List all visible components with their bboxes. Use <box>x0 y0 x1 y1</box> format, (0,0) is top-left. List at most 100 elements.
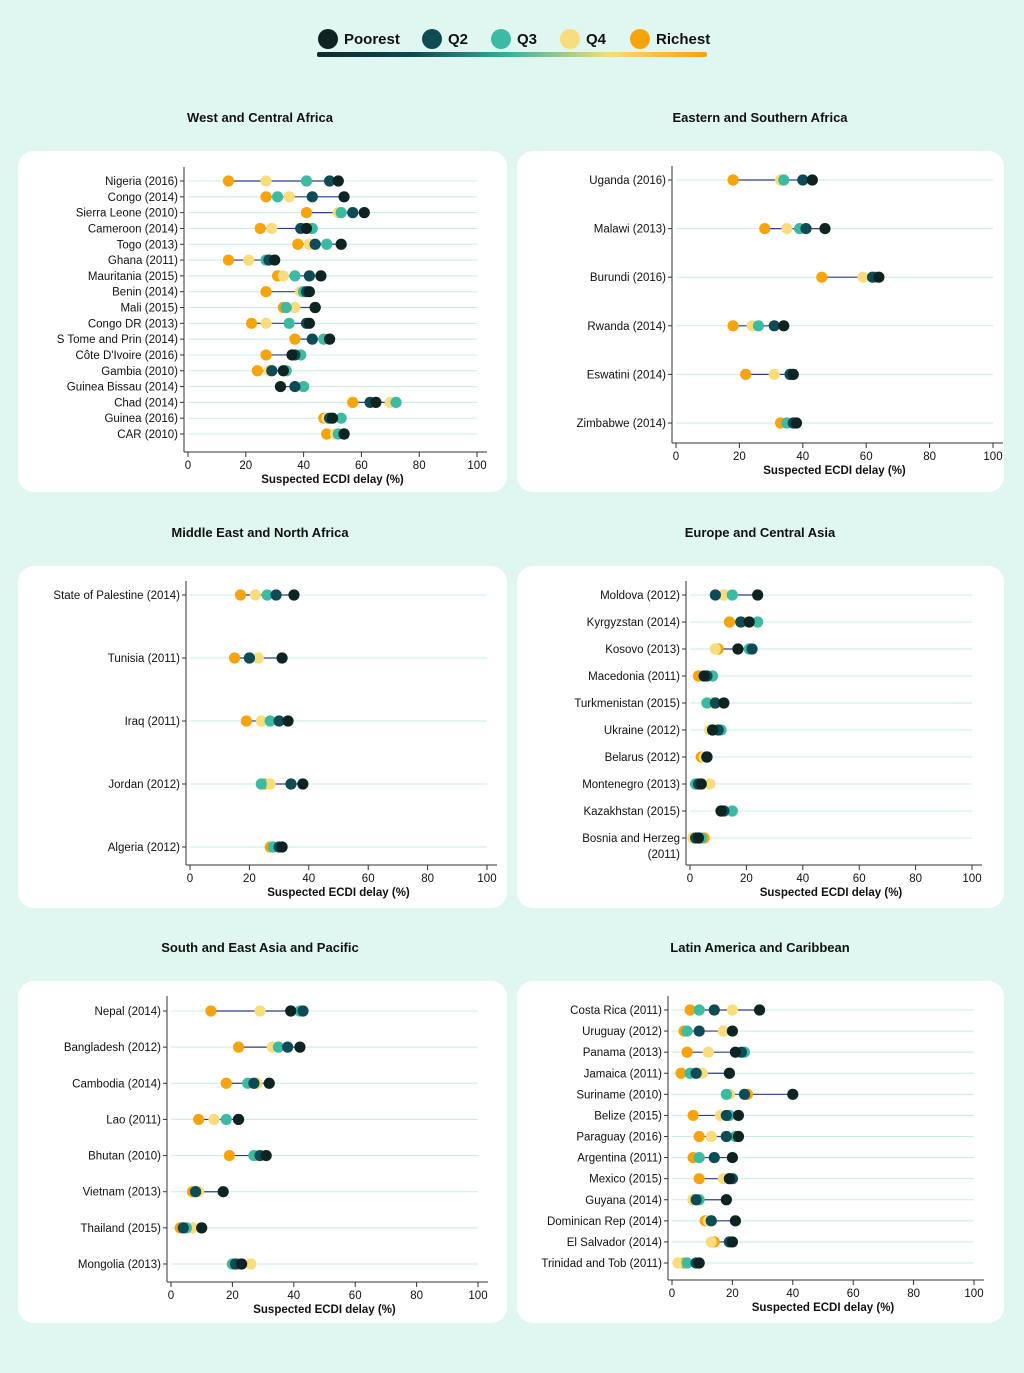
data-point-q4 <box>672 1257 684 1269</box>
chart-panel-west-central-africa: Nigeria (2016) Congo (2014) Sierra Leone (… <box>18 151 507 492</box>
data-point-richest <box>260 191 272 203</box>
category-label: Vietnam (2013) <box>83 1187 162 1199</box>
data-point-q3 <box>681 1025 693 1037</box>
category-label: Mali (2015) <box>120 303 178 315</box>
category-label: Côte D'Ivoire (2016) <box>75 350 178 362</box>
data-point-poorest <box>778 320 790 332</box>
data-point-richest <box>193 1113 205 1126</box>
legend-item-poorest: Poorest <box>318 28 400 50</box>
data-point-richest <box>292 238 304 250</box>
category-label: Jordan (2012) <box>108 779 180 791</box>
data-point-q4 <box>718 589 730 601</box>
y-tick-labels: Nepal (2014) Bangladesh (2012) Cambodia (2… <box>64 1006 161 1271</box>
data-point-q3 <box>752 320 765 332</box>
legend-label: Q4 <box>586 30 607 48</box>
data-point-richest <box>681 1046 693 1058</box>
legend-dot-icon <box>422 29 442 49</box>
chart-south-east-asia-pacific: Nepal (2014) Bangladesh (2012) Cambodia (2… <box>64 996 488 1316</box>
data-point-poorest <box>303 317 315 329</box>
chart-panel-latin-america-caribbean: Costa Rica (2011) Uruguay (2012) Panama (2… <box>517 981 1004 1323</box>
category-label-line: (2011) <box>648 849 681 861</box>
data-point-poorest <box>752 589 764 601</box>
data-point-richest <box>245 317 258 329</box>
legend-gradient-bar <box>317 52 707 57</box>
category-label: Guyana (2014) <box>585 1195 662 1207</box>
data-point-poorest <box>723 1067 735 1079</box>
data-point-richest <box>251 365 263 377</box>
data-point-q4 <box>705 1236 717 1248</box>
y-tick-labels: State of Palestine (2014) Tunisia (2011) I… <box>53 590 180 854</box>
category-label-line: Bosnia and Herzeg <box>582 833 680 845</box>
data-point-q4 <box>243 254 255 266</box>
data-point-poorest <box>332 175 344 187</box>
data-point-poorest <box>873 271 885 283</box>
data-point-richest <box>223 1149 235 1162</box>
category-label: Argentina (2011) <box>577 1153 662 1165</box>
data-point-q3 <box>289 270 301 282</box>
category-label: Dominican Rep (2014) <box>547 1216 662 1228</box>
data-point-richest <box>234 589 247 601</box>
data-point-q2 <box>347 207 359 219</box>
category-label: Mauritania (2015) <box>88 271 178 283</box>
category-label: El Salvador (2014) <box>567 1237 662 1249</box>
gridlines <box>171 1010 478 1265</box>
data-point-q2 <box>709 589 721 601</box>
panel-title-latin-america-caribbean: Latin America and Caribbean <box>670 940 850 955</box>
data-point-poorest <box>236 1258 248 1270</box>
data-point-richest <box>347 396 359 408</box>
category-label: Trinidad and Tob (2011) <box>541 1258 662 1270</box>
category-label: Congo (2014) <box>108 192 178 204</box>
data-point-poorest <box>715 805 727 817</box>
panel-title-europe-central-asia: Europe and Central Asia <box>684 525 836 540</box>
data-point-richest <box>693 1130 705 1143</box>
x-tick-label: 100 <box>468 1290 487 1302</box>
data-point-q3 <box>701 697 713 709</box>
category-label: Zimbabwe (2014) <box>577 418 667 430</box>
x-tick-label: 20 <box>726 1288 739 1300</box>
data-point-poorest <box>338 428 350 440</box>
category-label: Malawi (2013) <box>594 224 666 236</box>
data-point-richest <box>205 1005 217 1017</box>
data-point-q2 <box>693 1025 705 1037</box>
data-point-richest <box>727 174 739 186</box>
data-point-q2 <box>270 589 282 601</box>
data-point-q2 <box>266 365 278 377</box>
x-tick-label: 80 <box>907 1288 920 1300</box>
x-tick-label: 0 <box>168 1290 174 1302</box>
category-label: Nigeria (2016) <box>105 176 178 188</box>
data-point-poorest <box>701 751 713 763</box>
x-tick-label: 80 <box>413 460 426 472</box>
data-points <box>228 589 309 853</box>
x-tick-label: 80 <box>909 873 922 885</box>
x-tick-label: 0 <box>669 1288 675 1300</box>
data-point-q3 <box>681 1257 693 1269</box>
data-point-q2 <box>273 715 285 727</box>
category-label: Guinea Bissau (2014) <box>67 382 178 394</box>
chart-eastern-southern-africa: Uganda (2016) Malawi (2013) Burundi (2016)… <box>577 166 1003 477</box>
data-point-q2 <box>306 333 318 345</box>
data-point-q3 <box>255 778 267 790</box>
category-label: Mexico (2015) <box>589 1174 662 1186</box>
category-label: Eswatini (2014) <box>587 369 666 381</box>
category-label: Lao (2011) <box>106 1114 161 1126</box>
x-tick-label: 0 <box>187 873 193 885</box>
legend-dot-icon <box>491 29 511 49</box>
data-point-q3 <box>390 396 402 408</box>
data-point-poorest <box>692 832 705 844</box>
data-point-q4 <box>255 715 267 727</box>
data-point-q4 <box>702 1046 714 1058</box>
category-label: Guinea (2016) <box>104 413 178 425</box>
data-point-poorest <box>787 1088 799 1100</box>
category-label: Kazakhstan (2015) <box>583 806 680 818</box>
data-point-q4 <box>857 271 869 283</box>
x-tick-label: 60 <box>355 460 368 472</box>
legend: Poorest Q2 Q3 Q4 Richest <box>0 0 1024 70</box>
x-tick-label: 100 <box>962 873 981 885</box>
x-tick-label: 40 <box>786 1288 799 1300</box>
x-axis-label: Suspected ECDI delay (%) <box>763 465 906 477</box>
category-label: Gambia (2010) <box>101 366 178 378</box>
x-tick-label: 80 <box>923 451 936 463</box>
chart-west-central-africa: Nigeria (2016) Congo (2014) Sierra Leone (… <box>57 167 487 486</box>
category-label: Algeria (2012) <box>108 842 180 854</box>
legend-item-richest: Richest <box>630 28 710 50</box>
